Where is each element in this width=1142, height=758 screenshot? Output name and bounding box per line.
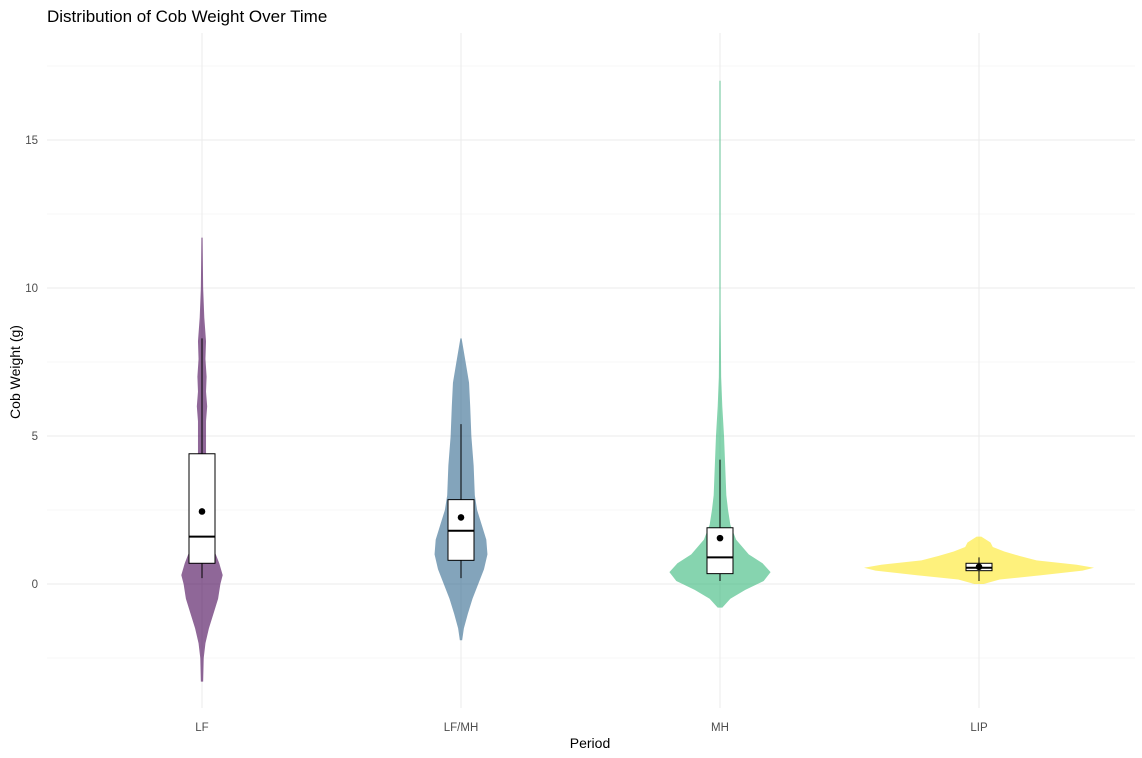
y-axis-title: Cob Weight (g) bbox=[7, 325, 23, 419]
x-axis-ticks: LF LF/MH MH LIP bbox=[195, 722, 988, 734]
x-tick-label: LF bbox=[195, 722, 208, 734]
x-axis-title: Period bbox=[570, 735, 610, 751]
chart-title: Distribution of Cob Weight Over Time bbox=[47, 7, 327, 26]
mean-point bbox=[975, 563, 983, 571]
y-tick-label: 0 bbox=[32, 579, 38, 591]
y-axis-ticks: 0 5 10 15 bbox=[25, 135, 38, 591]
mean-point bbox=[716, 534, 724, 542]
violins bbox=[181, 80, 1094, 682]
x-tick-label: MH bbox=[711, 722, 729, 734]
mean-point bbox=[457, 514, 465, 521]
violin-mh bbox=[669, 80, 771, 608]
mean-point bbox=[198, 508, 206, 515]
x-tick-label: LF/MH bbox=[444, 722, 479, 734]
y-tick-label: 15 bbox=[25, 135, 38, 147]
x-tick-label: LIP bbox=[970, 722, 988, 734]
boxplots bbox=[188, 338, 993, 582]
y-tick-label: 10 bbox=[25, 283, 38, 295]
box bbox=[706, 527, 734, 575]
y-tick-label: 5 bbox=[32, 431, 38, 443]
